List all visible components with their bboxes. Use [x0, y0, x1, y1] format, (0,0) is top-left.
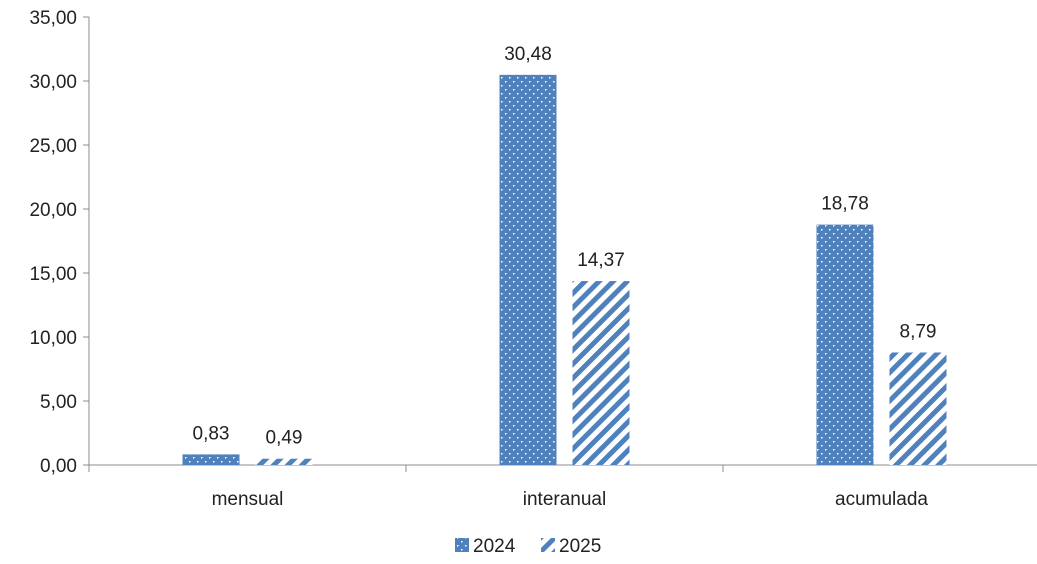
category-labels: mensual interanual acumulada [212, 489, 929, 510]
y-tick-label: 10,00 [29, 328, 77, 349]
bar-2024-mensual [182, 454, 240, 465]
data-labels: 0,83 0,49 30,48 14,37 18,78 8,79 [193, 44, 937, 449]
bar-2024-interanual [499, 74, 557, 465]
y-tick-label: 5,00 [40, 392, 77, 413]
bar-2025-mensual [255, 458, 313, 465]
data-label-2024-acumulada: 18,78 [821, 194, 869, 215]
category-label-mensual: mensual [212, 489, 284, 510]
data-label-2025-acumulada: 8,79 [900, 321, 937, 342]
axes: 0,00 5,00 10,00 15,00 20,00 25,00 30,00 35,00 [29, 8, 1037, 477]
legend-label-2024: 2024 [473, 536, 516, 557]
legend-swatch-2025 [541, 538, 555, 552]
x-ticks [88, 465, 724, 472]
category-label-interanual: interanual [523, 489, 606, 510]
y-ticks: 0,00 5,00 10,00 15,00 20,00 25,00 30,00 35,00 [29, 8, 89, 477]
legend: 2024 2025 [455, 536, 601, 557]
data-label-2025-interanual: 14,37 [577, 250, 625, 271]
legend-label-2025: 2025 [559, 536, 601, 557]
bars [182, 74, 947, 465]
legend-swatch-2024 [455, 538, 469, 552]
y-tick-label: 0,00 [40, 456, 77, 477]
data-label-2024-interanual: 30,48 [504, 44, 552, 65]
bar-2024-acumulada [816, 224, 874, 465]
data-label-2025-mensual: 0,49 [266, 428, 303, 449]
bar-2025-interanual [572, 281, 630, 465]
y-tick-label: 20,00 [29, 200, 77, 221]
bar-2025-acumulada [889, 352, 947, 465]
y-tick-label: 35,00 [29, 8, 77, 29]
y-tick-label: 25,00 [29, 136, 77, 157]
category-label-acumulada: acumulada [835, 489, 928, 510]
data-label-2024-mensual: 0,83 [193, 423, 230, 444]
y-tick-label: 30,00 [29, 72, 77, 93]
y-tick-label: 15,00 [29, 264, 77, 285]
